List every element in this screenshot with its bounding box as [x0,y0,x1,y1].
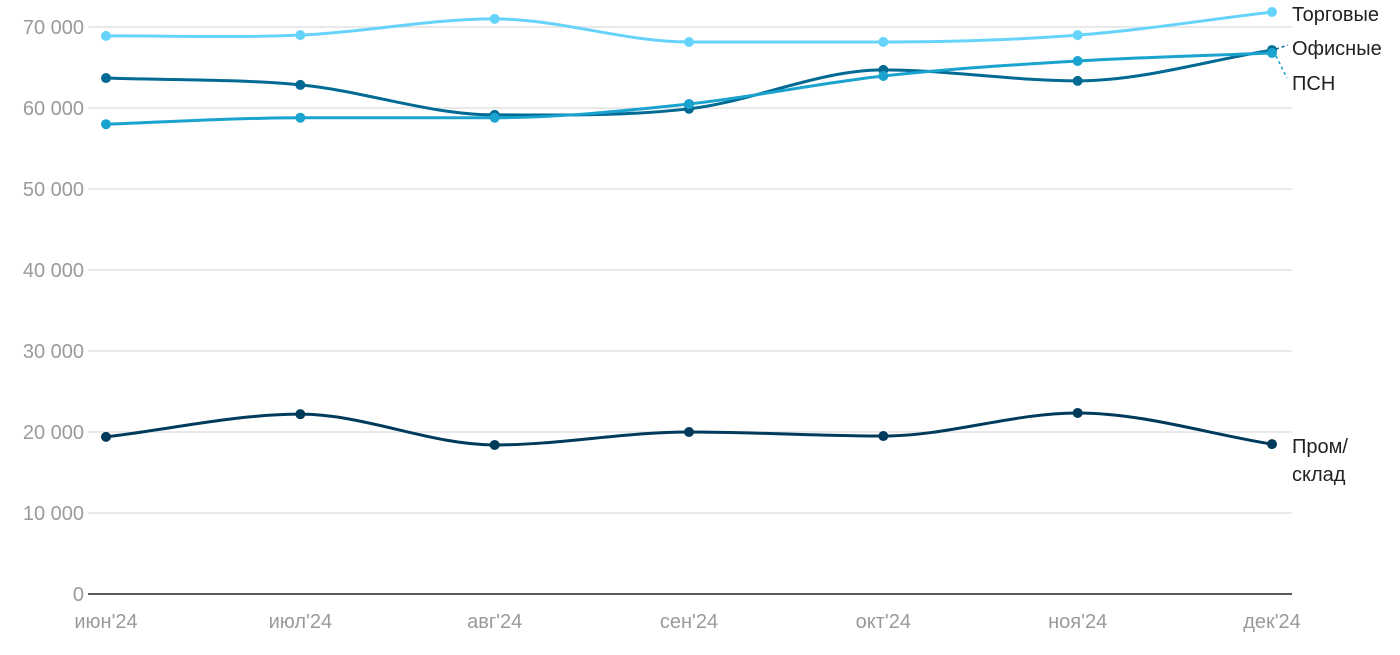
x-tick-label: июн'24 [74,611,137,633]
series-3 [101,407,1277,450]
x-axis-ticks: июн'24 июл'24 авг'24 сен'24 окт'24 ноя'24 дек'… [74,611,1300,633]
data-point [1072,407,1083,418]
x-tick-label: июл'24 [269,611,332,633]
data-point [295,30,306,41]
data-point [684,98,694,109]
data-point [878,36,889,47]
leader-line [1275,55,1288,79]
y-tick-label: 60 000 [23,98,84,120]
data-point [878,431,889,442]
series-lines [101,7,1277,450]
x-tick-label: дек'24 [1243,611,1301,633]
data-point [1072,56,1083,67]
data-point [1072,75,1083,86]
y-tick-label: 10 000 [23,503,84,525]
data-point [489,112,500,123]
data-point [101,73,111,84]
data-point [295,409,306,420]
data-point [1267,47,1277,58]
series-0 [101,7,1277,47]
data-point [878,71,889,82]
y-axis-ticks: 0 10 000 20 000 30 000 40 000 50 000 60 000 70 … [23,17,84,606]
leader-line [1275,44,1289,50]
data-point [101,431,111,442]
data-point [489,439,500,450]
data-point [1267,7,1277,18]
y-tick-label: 20 000 [23,422,84,444]
y-tick-label: 0 [73,584,84,606]
x-tick-label: ноя'24 [1048,611,1107,633]
y-tick-label: 70 000 [23,17,84,39]
y-tick-label: 50 000 [23,179,84,201]
series-label: Офисные [1292,38,1382,60]
data-point [1072,30,1083,41]
data-point [101,30,111,41]
series-label: Пром/ [1292,436,1348,458]
y-tick-label: 40 000 [23,260,84,282]
data-point [295,79,306,90]
x-tick-label: окт'24 [856,611,911,633]
data-point [489,13,500,24]
series-2 [101,47,1277,130]
series-label: склад [1292,464,1346,486]
x-tick-label: сен'24 [660,611,718,633]
y-tick-label: 30 000 [23,341,84,363]
data-point [684,427,694,437]
x-tick-label: авг'24 [467,611,522,633]
series-label: Торговые [1292,4,1379,26]
data-point [101,119,111,130]
data-point [295,112,306,123]
series-label: ПСН [1292,73,1335,95]
data-point [1267,439,1277,450]
data-point [684,36,694,47]
series-labels: Торговые Офисные ПСН Пром/склад [1275,4,1382,486]
